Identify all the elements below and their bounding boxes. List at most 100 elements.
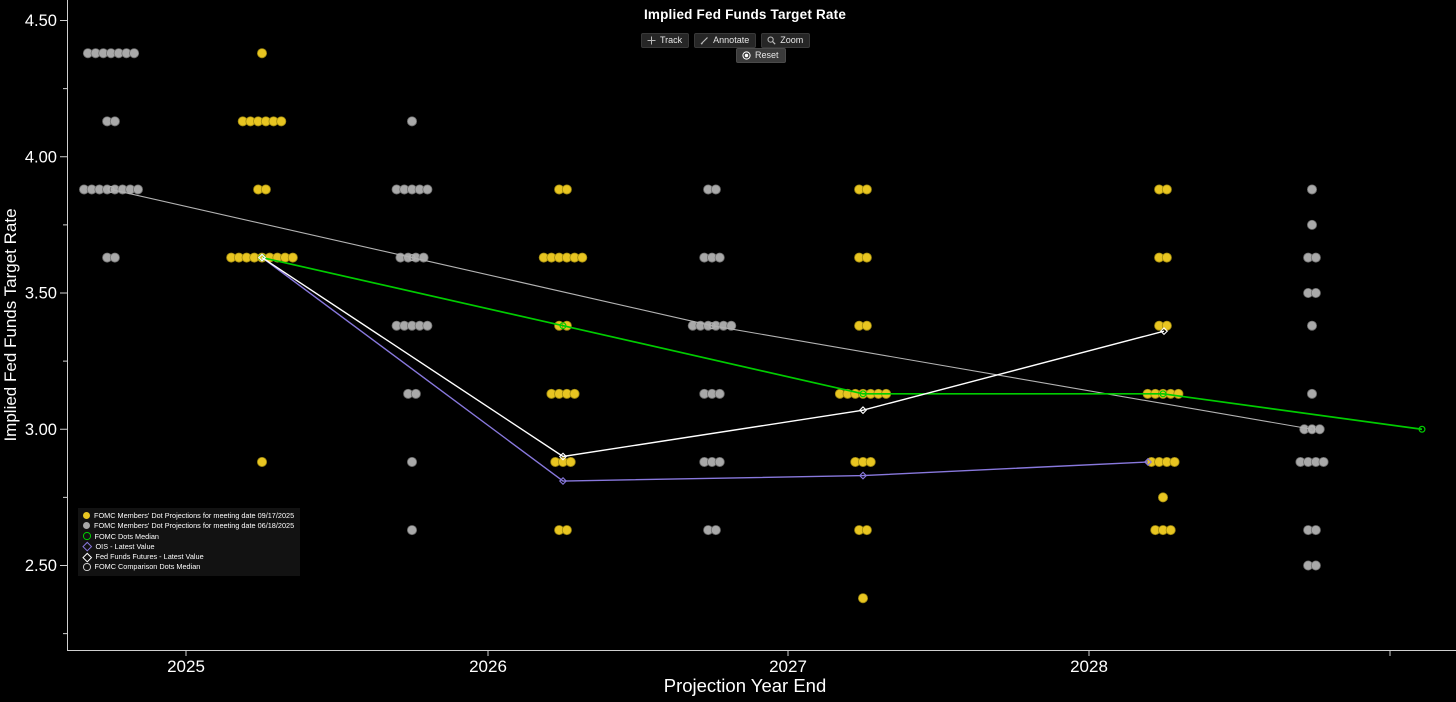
fomc-dot[interactable] <box>1310 287 1321 298</box>
line-vertex-marker <box>558 476 568 486</box>
legend-item-label: FOMC Members' Dot Projections for meetin… <box>94 511 295 520</box>
fomc-dot[interactable] <box>406 456 417 467</box>
annotate-button-label: Annotate <box>713 35 750 45</box>
line-vertex-marker <box>107 185 115 193</box>
chart-legend: FOMC Members' Dot Projections for meetin… <box>78 508 301 576</box>
fomc-dot[interactable] <box>1314 424 1325 435</box>
fomc-dot[interactable] <box>1158 492 1169 503</box>
fomc-dot[interactable] <box>861 320 872 331</box>
fomc-dot[interactable] <box>561 525 572 536</box>
fomc-dot[interactable] <box>565 456 576 467</box>
legend-item-0[interactable]: FOMC Members' Dot Projections for meetin… <box>83 511 294 520</box>
fomc-dot[interactable] <box>276 116 287 127</box>
line-vertex-marker <box>1418 425 1426 433</box>
fomc-dot[interactable] <box>726 320 737 331</box>
legend-item-label: FOMC Comparison Dots Median <box>94 562 201 572</box>
line-series-2 <box>261 257 1149 482</box>
fomc-dot[interactable] <box>858 593 869 604</box>
y-axis-title: Implied Fed Funds Target Rate <box>1 208 20 441</box>
zoom-button-label: Zoom <box>780 35 804 45</box>
fomc-dot[interactable] <box>1307 388 1318 399</box>
fomc-dot[interactable] <box>256 456 267 467</box>
fomc-dot[interactable] <box>861 525 872 536</box>
line-vertex-marker <box>558 452 568 461</box>
fomc-dot[interactable] <box>422 184 433 195</box>
fomc-dot[interactable] <box>710 525 721 536</box>
annotate-button[interactable]: Annotate <box>694 33 757 48</box>
line-series-3 <box>261 256 1165 458</box>
line-vertex-marker <box>257 253 267 262</box>
diamond-open-legend-marker-icon <box>82 552 92 562</box>
legend-item-2[interactable]: FOMC Dots Median <box>83 532 294 541</box>
line-vertex-marker <box>1308 425 1316 433</box>
legend-item-1[interactable]: FOMC Members' Dot Projections for meetin… <box>83 521 294 530</box>
fomc-dot[interactable] <box>1318 456 1329 467</box>
fomc-dot[interactable] <box>1161 252 1172 263</box>
dot-series-0 <box>79 48 1329 571</box>
line-vertex-marker <box>708 322 716 330</box>
line-vertex-marker <box>408 254 416 262</box>
fomc-dot[interactable] <box>109 252 120 263</box>
track-button-label: Track <box>660 35 683 45</box>
circle-filled-legend-marker-icon <box>83 512 90 520</box>
legend-item-label: FOMC Members' Dot Projections for meetin… <box>94 521 295 531</box>
reset-button[interactable]: Reset <box>736 48 786 63</box>
fomc-dot[interactable] <box>714 252 725 263</box>
legend-item-3[interactable]: OIS - Latest Value <box>82 541 294 552</box>
fomc-dot[interactable] <box>1161 184 1172 195</box>
zoom-magnifier-icon <box>767 36 776 45</box>
fomc-dot[interactable] <box>260 184 271 195</box>
line-vertex-marker <box>1159 390 1167 398</box>
fomc-dot[interactable] <box>561 184 572 195</box>
fomc-dot[interactable] <box>1310 525 1321 536</box>
zoom-button[interactable]: Zoom <box>761 33 811 48</box>
line-vertex-marker <box>859 390 867 398</box>
fomc-dot[interactable] <box>406 525 417 536</box>
fomc-dot[interactable] <box>132 184 143 195</box>
fomc-dot[interactable] <box>569 388 580 399</box>
circle-filled-legend-marker-icon <box>83 522 90 530</box>
legend-item-5[interactable]: FOMC Comparison Dots Median <box>83 562 294 571</box>
fomc-dot[interactable] <box>129 48 140 59</box>
legend-item-4[interactable]: Fed Funds Futures - Latest Value <box>82 552 294 562</box>
fomc-dot[interactable] <box>1307 320 1318 331</box>
fomc-dot[interactable] <box>710 184 721 195</box>
line-vertex-marker <box>1159 327 1169 336</box>
fomc-dot[interactable] <box>1310 560 1321 571</box>
fomc-dot[interactable] <box>1169 456 1180 467</box>
track-crosshair-icon <box>647 36 656 45</box>
fomc-dot[interactable] <box>865 456 876 467</box>
fomc-dot[interactable] <box>422 320 433 331</box>
circle-open-legend-marker-icon <box>83 563 91 571</box>
line-series-0 <box>110 188 1313 430</box>
legend-item-label: OIS - Latest Value <box>95 541 155 551</box>
fomc-dot[interactable] <box>861 184 872 195</box>
fomc-dot[interactable] <box>714 388 725 399</box>
fomc-dot[interactable] <box>109 116 120 127</box>
fomc-dot[interactable] <box>861 252 872 263</box>
x-tick-label: 2027 <box>769 657 807 676</box>
fomc-dot[interactable] <box>714 456 725 467</box>
fomc-dot[interactable] <box>1310 252 1321 263</box>
fomc-dot[interactable] <box>410 388 421 399</box>
x-tick-label: 2025 <box>167 657 205 676</box>
line-series-1 <box>261 256 1423 431</box>
y-tick-label: 4.00 <box>25 148 57 166</box>
line-vertex-marker <box>559 322 567 330</box>
circle-open-legend-marker-icon <box>83 532 91 540</box>
reset-icon <box>742 50 751 60</box>
fomc-dot[interactable] <box>287 252 298 263</box>
y-tick-label: 2.50 <box>25 557 57 575</box>
track-button[interactable]: Track <box>641 33 690 48</box>
fomc-dot[interactable] <box>1307 219 1318 230</box>
fomc-dot[interactable] <box>256 48 267 59</box>
fomc-dot[interactable] <box>1307 184 1318 195</box>
y-tick-label: 3.00 <box>25 421 57 439</box>
chart-toolbar: Track Annotate Zoom <box>641 33 811 48</box>
fomc-dot[interactable] <box>1165 525 1176 536</box>
annotate-pencil-icon <box>700 36 709 45</box>
fomc-dot[interactable] <box>406 116 417 127</box>
fomc-dot[interactable] <box>577 252 588 263</box>
diamond-open-legend-marker-icon <box>82 541 92 552</box>
